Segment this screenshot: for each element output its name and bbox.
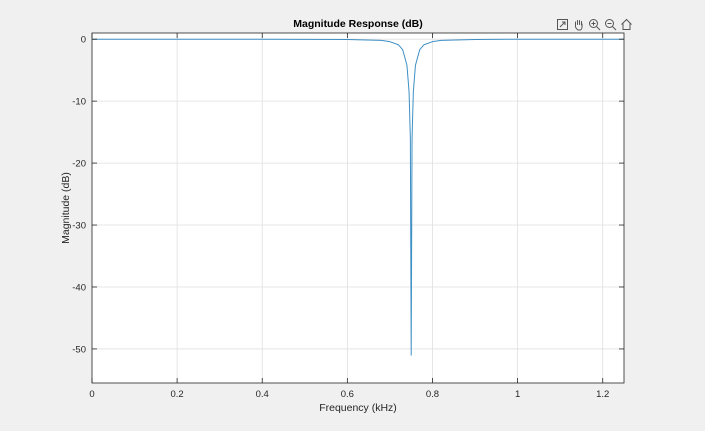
y-tick-label: -10	[72, 97, 86, 108]
y-tick-label: -20	[72, 159, 86, 170]
plot-area[interactable]	[92, 33, 624, 383]
zoom-in-button[interactable]	[587, 17, 602, 32]
plot-lines	[92, 38, 624, 356]
x-tick-label: 1.2	[596, 389, 609, 400]
x-tick-label: 0.8	[426, 389, 439, 400]
y-tick-label: 0	[81, 35, 86, 46]
export-icon	[557, 19, 568, 30]
x-tick-label: 0.2	[171, 389, 184, 400]
x-tick-label: 0.4	[256, 389, 269, 400]
y-axis-label: Magnitude (dB)	[60, 172, 72, 244]
zoom-out-button[interactable]	[603, 17, 618, 32]
pan-hand-icon	[574, 20, 583, 31]
zoom-in-icon	[589, 19, 601, 31]
y-tick-label: -40	[72, 282, 86, 293]
tick-marks	[91, 33, 624, 383]
plot-frame	[91, 32, 625, 384]
x-tick-labels: 0 0.2 0.4 0.6 0.8 1 1.2	[89, 389, 609, 400]
axes-toolbar	[555, 17, 634, 33]
x-tick-label: 0.6	[341, 389, 354, 400]
x-axis-label: Frequency (kHz)	[319, 402, 397, 414]
series-line	[92, 38, 624, 356]
y-tick-label: -30	[72, 221, 86, 232]
home-button[interactable]	[619, 17, 634, 32]
chart-title: Magnitude Response (dB)	[293, 18, 423, 30]
x-tick-label: 0	[89, 389, 94, 400]
export-button[interactable]	[555, 17, 570, 32]
home-icon	[621, 18, 632, 30]
y-tick-labels: 0 -10 -20 -30 -40 -50	[72, 35, 86, 356]
zoom-out-icon	[605, 19, 617, 31]
y-tick-label: -50	[72, 344, 86, 355]
pan-button[interactable]	[571, 17, 586, 32]
x-tick-label: 1	[515, 389, 520, 400]
